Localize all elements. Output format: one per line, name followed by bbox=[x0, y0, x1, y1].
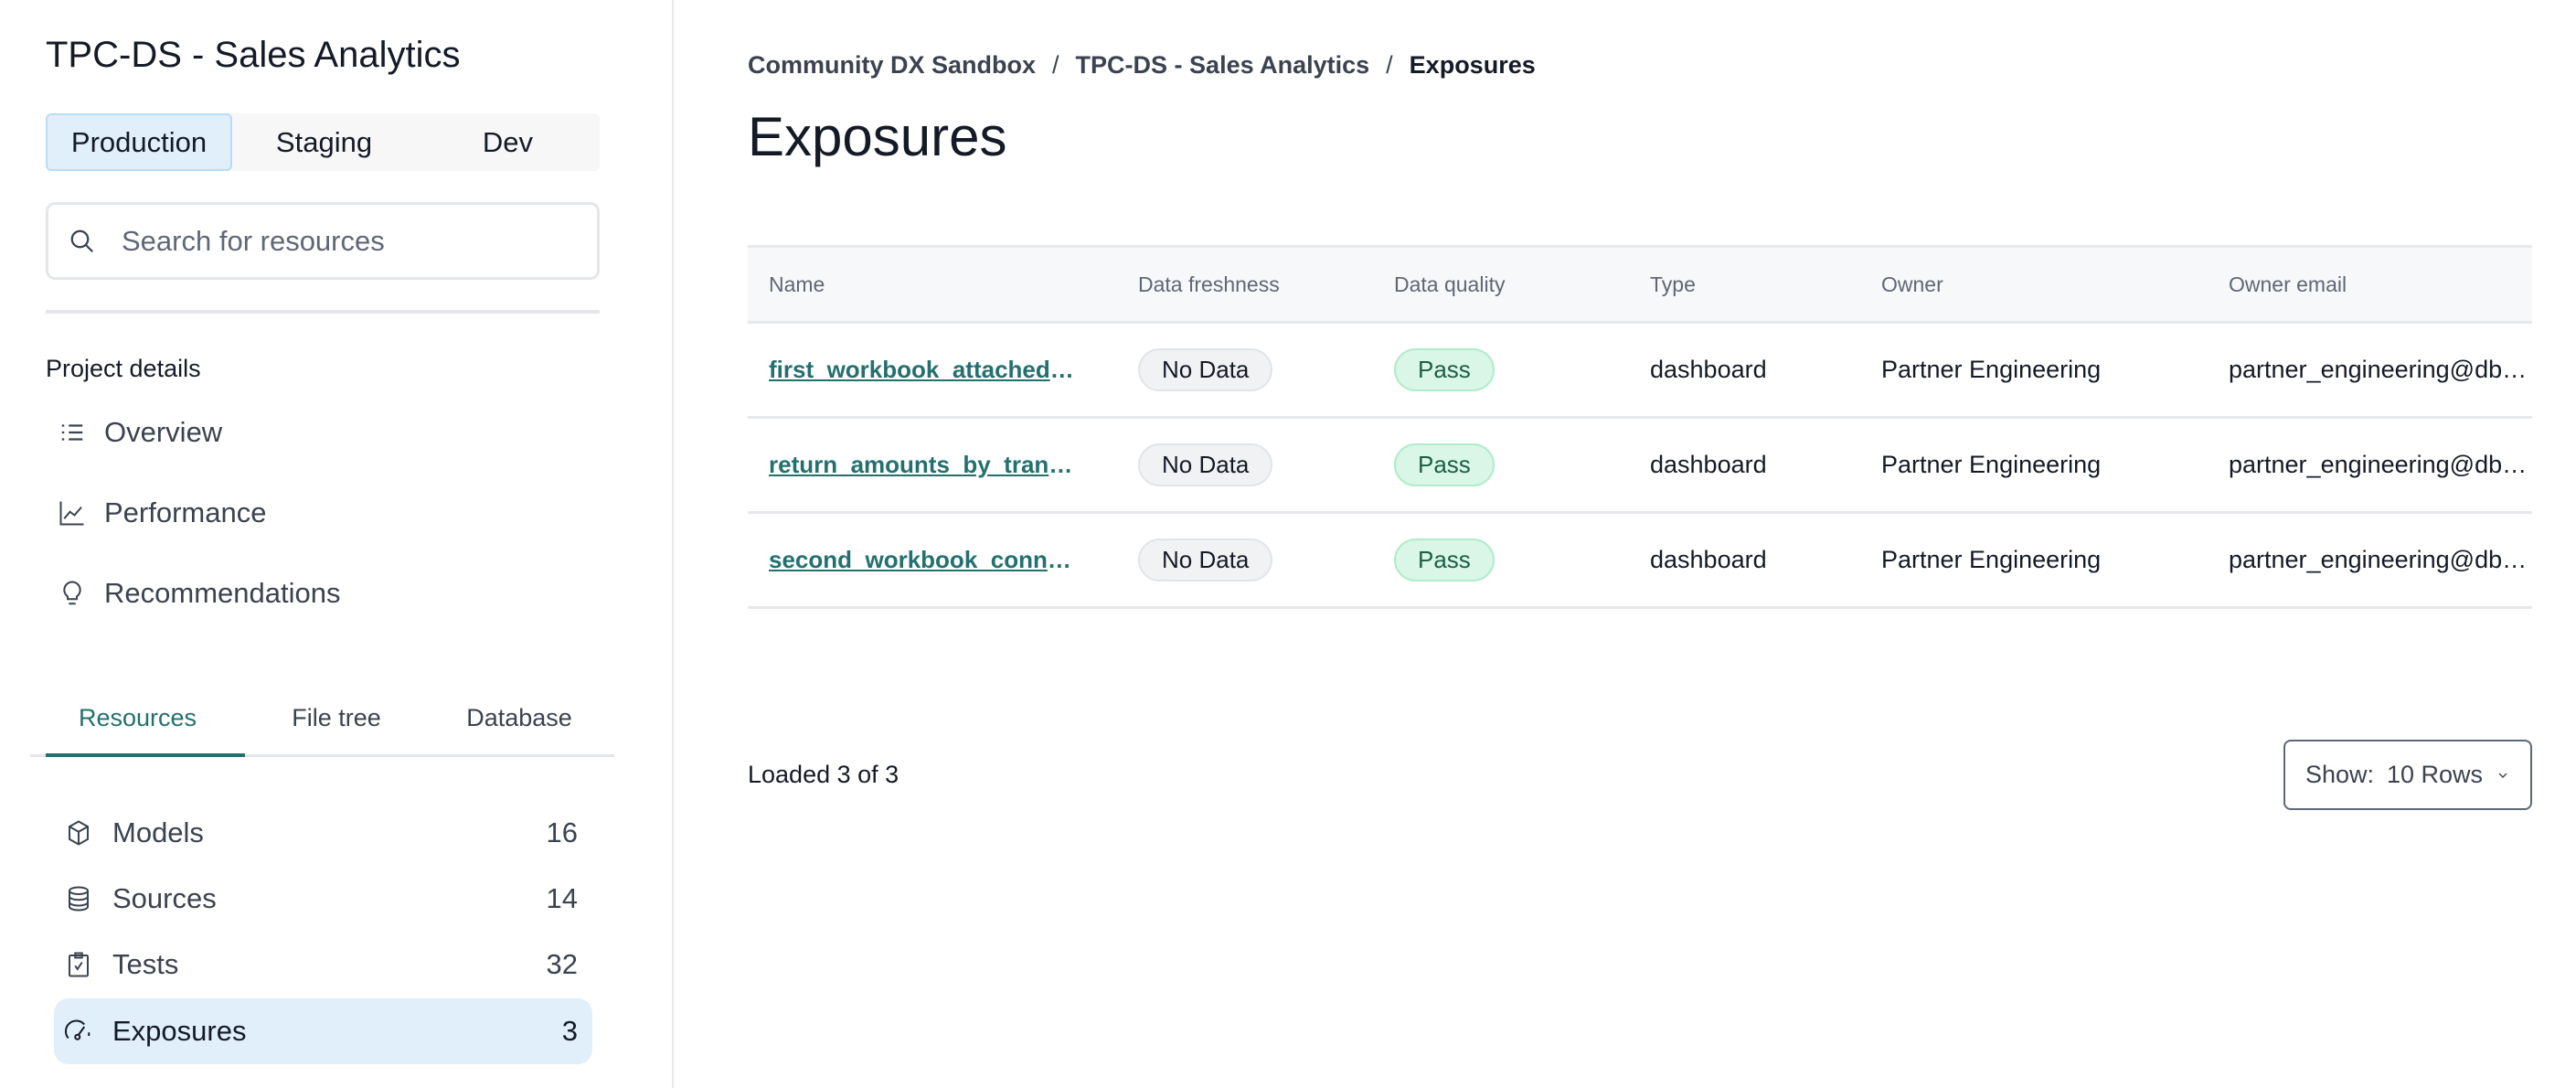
breadcrumb: Community DX Sandbox / TPC-DS - Sales Ana… bbox=[748, 51, 1536, 80]
show-value: 10 Rows bbox=[2387, 761, 2484, 788]
resource-count: 14 bbox=[546, 882, 578, 914]
resource-count: 16 bbox=[546, 816, 578, 848]
type-cell: dashboard bbox=[1629, 512, 1860, 609]
exposure-link[interactable]: return_amounts_by_transaction bbox=[769, 451, 1075, 478]
owner-cell: Partner Engineering bbox=[1860, 417, 2208, 514]
resource-tabs: Resources File tree Database bbox=[30, 695, 614, 757]
resource-label: Sources bbox=[112, 882, 217, 914]
environment-switcher: Production Staging Dev bbox=[46, 113, 600, 171]
nav-label: Overview bbox=[104, 416, 223, 448]
type-cell: dashboard bbox=[1629, 417, 1860, 514]
breadcrumb-separator: / bbox=[1052, 51, 1059, 79]
search-icon bbox=[70, 229, 94, 252]
exposure-link[interactable]: second_workbook_connected bbox=[769, 546, 1075, 573]
nav-performance[interactable]: Performance bbox=[59, 496, 266, 529]
resource-tests[interactable]: Tests 32 bbox=[54, 932, 592, 997]
breadcrumb-item[interactable]: TPC-DS - Sales Analytics bbox=[1075, 51, 1370, 79]
chart-line-icon bbox=[59, 501, 84, 526]
divider bbox=[46, 310, 600, 314]
page-title: Exposures bbox=[748, 106, 1007, 167]
env-dev[interactable]: Dev bbox=[482, 125, 534, 158]
list-icon bbox=[61, 424, 83, 441]
show-label: Show: bbox=[2305, 761, 2374, 788]
breadcrumb-current: Exposures bbox=[1409, 51, 1536, 79]
column-header[interactable]: Type bbox=[1629, 245, 1860, 324]
freshness-badge: No Data bbox=[1138, 539, 1273, 581]
search-placeholder: Search for resources bbox=[122, 224, 385, 257]
name-cell: return_amounts_by_transaction bbox=[748, 417, 1117, 514]
owner-cell: Partner Engineering bbox=[1860, 512, 2208, 609]
rows-per-page-select[interactable]: Show: 10 Rows bbox=[2283, 740, 2532, 810]
freshness-cell: No Data bbox=[1117, 512, 1373, 609]
quality-badge: Pass bbox=[1394, 348, 1495, 391]
breadcrumb-separator: / bbox=[1386, 51, 1393, 79]
owner-email-cell: partner_engineering@dbtlabs.com bbox=[2208, 512, 2532, 609]
tab-resources[interactable]: Resources bbox=[30, 695, 245, 757]
database-icon bbox=[69, 886, 89, 912]
nav-overview[interactable]: Overview bbox=[59, 416, 222, 449]
resource-exposures[interactable]: Exposures 3 bbox=[54, 998, 592, 1064]
quality-badge: Pass bbox=[1394, 443, 1495, 486]
chevron-down-icon bbox=[2498, 773, 2507, 778]
tab-database[interactable]: Database bbox=[466, 704, 572, 731]
quality-badge: Pass bbox=[1394, 539, 1495, 581]
resource-label: Exposures bbox=[112, 1015, 247, 1047]
owner-email-cell: partner_engineering@dbtlabs.com bbox=[2208, 417, 2532, 514]
lightbulb-icon bbox=[63, 581, 81, 605]
freshness-cell: No Data bbox=[1117, 417, 1373, 514]
type-cell: dashboard bbox=[1629, 322, 1860, 419]
tab-file-tree[interactable]: File tree bbox=[292, 704, 381, 731]
env-production[interactable]: Production bbox=[46, 113, 232, 171]
resource-label: Tests bbox=[112, 948, 179, 980]
table-row: second_workbook_connected No Data Pass d… bbox=[748, 512, 2532, 609]
column-header[interactable]: Data freshness bbox=[1117, 245, 1373, 324]
resource-label: Models bbox=[112, 816, 204, 848]
resource-count: 3 bbox=[561, 1015, 578, 1047]
nav-recommendations[interactable]: Recommendations bbox=[59, 577, 340, 610]
sidebar: TPC-DS - Sales Analytics Production Stag… bbox=[0, 0, 674, 1088]
resource-sources[interactable]: Sources 14 bbox=[54, 866, 592, 932]
cube-icon bbox=[69, 820, 89, 846]
owner-cell: Partner Engineering bbox=[1860, 322, 2208, 419]
table-row: first_workbook_attached_to_tpcds No Data… bbox=[748, 322, 2532, 419]
freshness-cell: No Data bbox=[1117, 322, 1373, 419]
exposures-table: Name Data freshness Data quality Type Ow… bbox=[748, 245, 2532, 609]
section-label: Project details bbox=[46, 355, 201, 382]
quality-cell: Pass bbox=[1373, 322, 1629, 419]
exposure-link[interactable]: first_workbook_attached_to_tpcds bbox=[769, 356, 1075, 383]
name-cell: second_workbook_connected bbox=[748, 512, 1117, 609]
table-header: Name Data freshness Data quality Type Ow… bbox=[748, 245, 2532, 324]
breadcrumb-item[interactable]: Community DX Sandbox bbox=[748, 51, 1037, 79]
env-staging[interactable]: Staging bbox=[275, 125, 373, 158]
project-title: TPC-DS - Sales Analytics bbox=[46, 35, 461, 75]
nav-label: Recommendations bbox=[104, 577, 341, 609]
owner-email-cell: partner_engineering@dbtlabs.com bbox=[2208, 322, 2532, 419]
freshness-badge: No Data bbox=[1138, 443, 1273, 486]
column-header[interactable]: Name bbox=[748, 245, 1117, 324]
loaded-count: Loaded 3 of 3 bbox=[748, 761, 899, 788]
column-header[interactable]: Data quality bbox=[1373, 245, 1629, 324]
column-header[interactable]: Owner email bbox=[2208, 245, 2532, 324]
quality-cell: Pass bbox=[1373, 512, 1629, 609]
column-header[interactable]: Owner bbox=[1860, 245, 2208, 324]
clipboard-check-icon bbox=[69, 952, 89, 977]
resource-count: 32 bbox=[546, 948, 578, 980]
search-input[interactable]: Search for resources bbox=[46, 202, 600, 280]
resource-models[interactable]: Models 16 bbox=[54, 800, 592, 866]
nav-label: Performance bbox=[104, 496, 267, 528]
gauge-icon bbox=[65, 1019, 90, 1040]
freshness-badge: No Data bbox=[1138, 348, 1273, 391]
name-cell: first_workbook_attached_to_tpcds bbox=[748, 322, 1117, 419]
table-row: return_amounts_by_transaction No Data Pa… bbox=[748, 417, 2532, 514]
quality-cell: Pass bbox=[1373, 417, 1629, 514]
